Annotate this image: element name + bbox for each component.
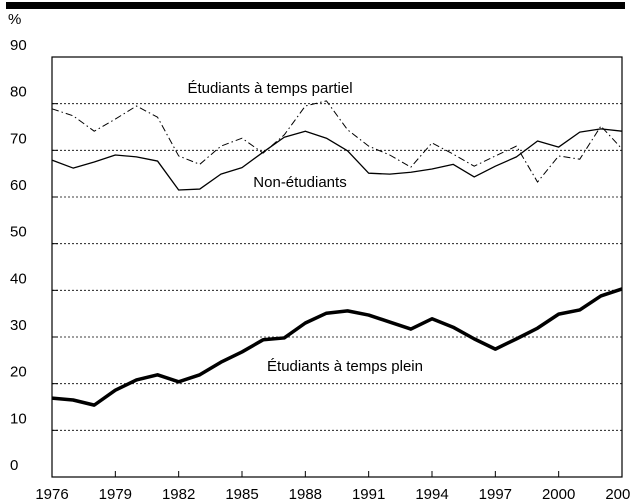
x-tick-label: 2000 — [542, 486, 575, 503]
x-tick-label: 1988 — [289, 486, 322, 503]
y-axis-label: % — [8, 11, 21, 28]
x-tick-label: 2003 — [605, 486, 631, 503]
y-tick-label: 30 — [10, 317, 27, 334]
y-tick-label: 80 — [10, 84, 27, 101]
x-tick-label: 1985 — [225, 486, 258, 503]
y-tick-label: 20 — [10, 364, 27, 381]
y-tick-label: 40 — [10, 270, 27, 287]
y-tick-label: 60 — [10, 177, 27, 194]
y-tick-label: 70 — [10, 130, 27, 147]
x-tick-label: 1991 — [352, 486, 385, 503]
top-bar — [6, 2, 625, 9]
y-tick-label: 10 — [10, 410, 27, 427]
x-tick-label: 1976 — [35, 486, 68, 503]
series-line — [51, 100, 623, 183]
y-tick-label: 0 — [10, 457, 18, 474]
series-label: Étudiants à temps plein — [267, 358, 423, 375]
x-tick-label: 1982 — [162, 486, 195, 503]
y-tick-label: 90 — [10, 37, 27, 54]
series-label: Étudiants à temps partiel — [187, 80, 352, 97]
plot-frame — [51, 56, 623, 478]
y-tick-label: 50 — [10, 224, 27, 241]
x-tick-label: 1979 — [99, 486, 132, 503]
x-tick-label: 1997 — [479, 486, 512, 503]
series-line — [51, 128, 623, 191]
series-label: Non-étudiants — [253, 174, 346, 191]
x-tick-label: 1994 — [415, 486, 448, 503]
series-line — [51, 287, 623, 407]
